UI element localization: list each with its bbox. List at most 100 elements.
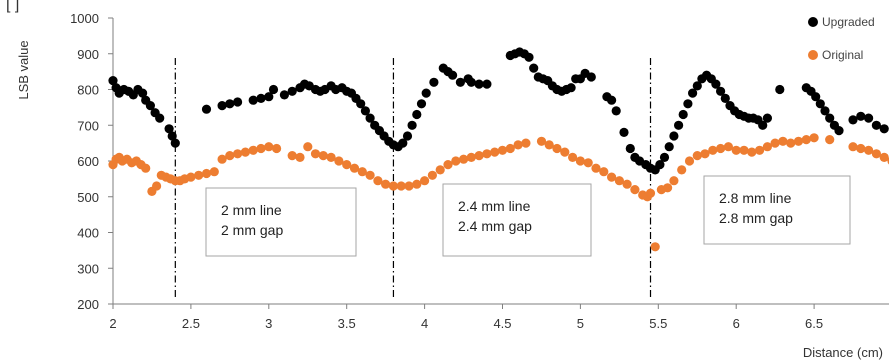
upgraded-point (402, 131, 413, 141)
annotation-text: 2.4 mm line (458, 198, 531, 214)
original-point (663, 183, 673, 193)
upgraded-point (678, 109, 688, 120)
upgraded-point (416, 99, 427, 109)
y-tick-label: 300 (77, 261, 99, 276)
original-point (755, 145, 765, 155)
x-tick-label: 6 (733, 316, 740, 331)
upgraded-point (398, 138, 408, 148)
original-point (357, 167, 367, 177)
upgraded-point (864, 113, 874, 123)
upgraded-point (145, 101, 155, 111)
upgraded-point (421, 88, 431, 98)
original-point (700, 149, 710, 159)
original-point (233, 149, 243, 159)
upgraded-point (170, 138, 180, 148)
original-point (412, 179, 422, 189)
original-point (287, 151, 297, 161)
upgraded-point (688, 88, 698, 98)
upgraded-point (586, 72, 596, 82)
original-point (272, 143, 282, 154)
original-point (303, 142, 313, 152)
original-point (201, 168, 212, 179)
original-point (650, 242, 660, 252)
original-point (435, 165, 445, 175)
upgraded-point (524, 52, 534, 62)
original-point (607, 172, 617, 182)
original-point (482, 149, 492, 159)
original-point (248, 145, 258, 155)
legend-label-upgraded: Upgraded (822, 15, 875, 29)
original-point (194, 170, 204, 180)
original-point (521, 138, 531, 148)
upgraded-point (683, 99, 693, 109)
upgraded-point (879, 124, 889, 134)
original-point (427, 170, 437, 180)
annotation-box (442, 183, 592, 257)
original-point (420, 176, 430, 186)
upgraded-point (664, 142, 674, 152)
original-point (599, 167, 609, 177)
upgraded-point (848, 115, 858, 125)
original-point (256, 143, 266, 154)
upgraded-point (711, 79, 721, 89)
upgraded-point (256, 93, 266, 103)
series-upgraded (108, 47, 889, 175)
original-point (591, 163, 601, 173)
original-point (864, 145, 874, 155)
annotation-text: 2 mm line (221, 202, 282, 218)
original-point (871, 149, 882, 159)
x-tick-label: 2 (109, 316, 116, 331)
x-tick-label: 2.5 (182, 316, 200, 331)
original-point (373, 176, 383, 186)
upgraded-point (856, 111, 866, 121)
upgraded-point (167, 131, 177, 141)
upgraded-point (233, 97, 243, 107)
original-point (786, 138, 796, 148)
original-point (209, 167, 219, 177)
original-point (443, 160, 453, 170)
upgraded-point (820, 106, 830, 116)
y-tick-label: 600 (77, 154, 99, 169)
upgraded-point (429, 77, 439, 87)
upgraded-point (248, 95, 258, 105)
original-point (318, 151, 328, 161)
original-point (552, 143, 562, 154)
original-point (295, 152, 305, 162)
original-point (474, 151, 484, 161)
upgraded-point (138, 88, 148, 98)
upgraded-point (692, 81, 702, 91)
original-point (622, 179, 632, 189)
upgraded-point (659, 152, 670, 162)
series-original (108, 133, 889, 252)
annotation-box (205, 187, 357, 257)
upgraded-point (566, 83, 576, 93)
x-tick-label: 4 (421, 316, 428, 331)
original-point (365, 170, 375, 180)
upgraded-point (407, 120, 417, 130)
legend-marker-original (808, 50, 818, 60)
upgraded-point (360, 106, 370, 116)
original-point (568, 152, 578, 162)
upgraded-point (164, 124, 174, 134)
upgraded-point (655, 160, 665, 170)
annotation-text: 2 mm gap (221, 222, 283, 238)
upgraded-point (611, 106, 621, 116)
original-point (217, 154, 227, 164)
y-tick-label: 400 (77, 226, 99, 241)
upgraded-point (834, 126, 844, 136)
annotation-text: 2.8 mm line (719, 190, 792, 206)
x-axis-title: Distance (cm) (803, 345, 883, 360)
original-point (669, 176, 679, 186)
original-point (388, 181, 398, 191)
corner-bracket: [ ] (6, 0, 19, 13)
original-point (240, 147, 250, 157)
upgraded-point (225, 99, 235, 109)
original-point (544, 140, 554, 150)
upgraded-point (412, 109, 422, 120)
original-point (677, 165, 687, 175)
legend-marker-upgraded (808, 17, 818, 27)
upgraded-point (279, 90, 289, 100)
original-point (731, 145, 741, 155)
upgraded-point (201, 104, 212, 114)
